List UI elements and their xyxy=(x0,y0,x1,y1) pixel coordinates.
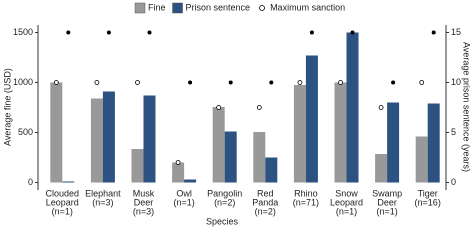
y2-tick-label: 0 xyxy=(451,177,456,187)
y-tick-label: 500 xyxy=(18,127,33,137)
max-dot xyxy=(309,30,314,35)
bar xyxy=(50,82,63,183)
bar xyxy=(62,181,75,183)
legend-label: Fine xyxy=(148,2,166,12)
x-tick-label: (n=1) xyxy=(52,206,73,216)
bar xyxy=(375,154,388,183)
bar xyxy=(131,149,144,183)
max-dot xyxy=(228,80,233,85)
x-tick-label: (n=2) xyxy=(214,197,235,207)
bar xyxy=(184,179,197,183)
max-dot xyxy=(147,30,152,35)
x-tick-label: (n=3) xyxy=(133,206,154,216)
max-marker xyxy=(216,105,222,110)
x-tick-label: Red xyxy=(257,188,274,198)
legend-swatch xyxy=(172,2,183,14)
max-marker xyxy=(419,80,425,85)
bar xyxy=(305,55,318,183)
legend-marker xyxy=(259,5,265,11)
max-marker xyxy=(53,80,59,85)
bar xyxy=(172,162,185,183)
bar xyxy=(212,107,225,183)
legend-label: Maximum sanction xyxy=(270,2,345,12)
max-dot xyxy=(106,30,111,35)
x-tick-label: Musk xyxy=(133,188,155,198)
max-marker xyxy=(94,80,100,85)
y2-axis-label: Average prison sentence (years) xyxy=(462,42,472,172)
bar xyxy=(346,32,359,183)
max-dot xyxy=(269,80,274,85)
x-tick-label: Leopard xyxy=(330,197,363,207)
x-tick-label: (n=2) xyxy=(255,206,276,216)
x-tick-label: Rhino xyxy=(294,188,318,198)
bar xyxy=(415,136,428,183)
y2-tick-label: 15 xyxy=(451,27,461,37)
chart: Species Average fine (USD) Average priso… xyxy=(2,2,472,226)
y-tick-label: 1500 xyxy=(13,27,33,37)
bar xyxy=(427,103,440,183)
x-tick-label: (n=1) xyxy=(336,206,357,216)
max-marker xyxy=(338,80,343,85)
x-tick-label: (n=1) xyxy=(173,197,194,207)
x-tick-label: (n=1) xyxy=(376,206,397,216)
bar xyxy=(102,91,115,183)
bar xyxy=(253,132,266,183)
x-tick-label: Snow xyxy=(335,188,358,198)
max-dot xyxy=(188,80,193,85)
x-tick-label: (n=71) xyxy=(293,197,319,207)
x-tick-label: Deer xyxy=(134,197,154,207)
bar xyxy=(334,82,347,183)
max-marker xyxy=(135,80,140,85)
x-tick-label: Clouded xyxy=(46,188,80,198)
max-marker xyxy=(378,105,384,110)
y-tick-label: 0 xyxy=(28,177,33,187)
bar xyxy=(387,102,400,183)
y2-tick-label: 5 xyxy=(451,127,456,137)
y-axis-label: Average fine (USD) xyxy=(2,68,12,146)
max-dot xyxy=(350,30,355,35)
bar xyxy=(265,157,278,183)
max-dot xyxy=(431,30,436,35)
y2-tick-label: 10 xyxy=(451,77,461,87)
legend-label: Prison sentence xyxy=(186,2,251,12)
x-tick-label: Leopard xyxy=(46,197,79,207)
x-tick-label: Panda xyxy=(252,197,278,207)
max-marker xyxy=(297,80,303,85)
x-axis-label: Species xyxy=(206,216,239,226)
x-tick-label: Pangolin xyxy=(207,188,242,198)
x-tick-label: Swamp xyxy=(372,188,402,198)
max-marker xyxy=(175,160,181,165)
x-tick-label: (n=3) xyxy=(92,197,113,207)
x-tick-label: Deer xyxy=(377,197,397,207)
bar xyxy=(90,98,103,183)
max-marker xyxy=(256,105,262,110)
y-tick-label: 1000 xyxy=(13,77,33,87)
x-tick-label: Elephant xyxy=(85,188,121,198)
x-tick-label: (n=16) xyxy=(415,197,441,207)
legend-swatch xyxy=(134,2,146,14)
bar xyxy=(224,131,237,183)
x-tick-label: Owl xyxy=(176,188,192,198)
bar xyxy=(143,95,156,183)
x-tick-label: Tiger xyxy=(418,188,438,198)
max-dot xyxy=(391,80,396,85)
max-dot xyxy=(66,30,71,35)
bar xyxy=(293,85,306,183)
